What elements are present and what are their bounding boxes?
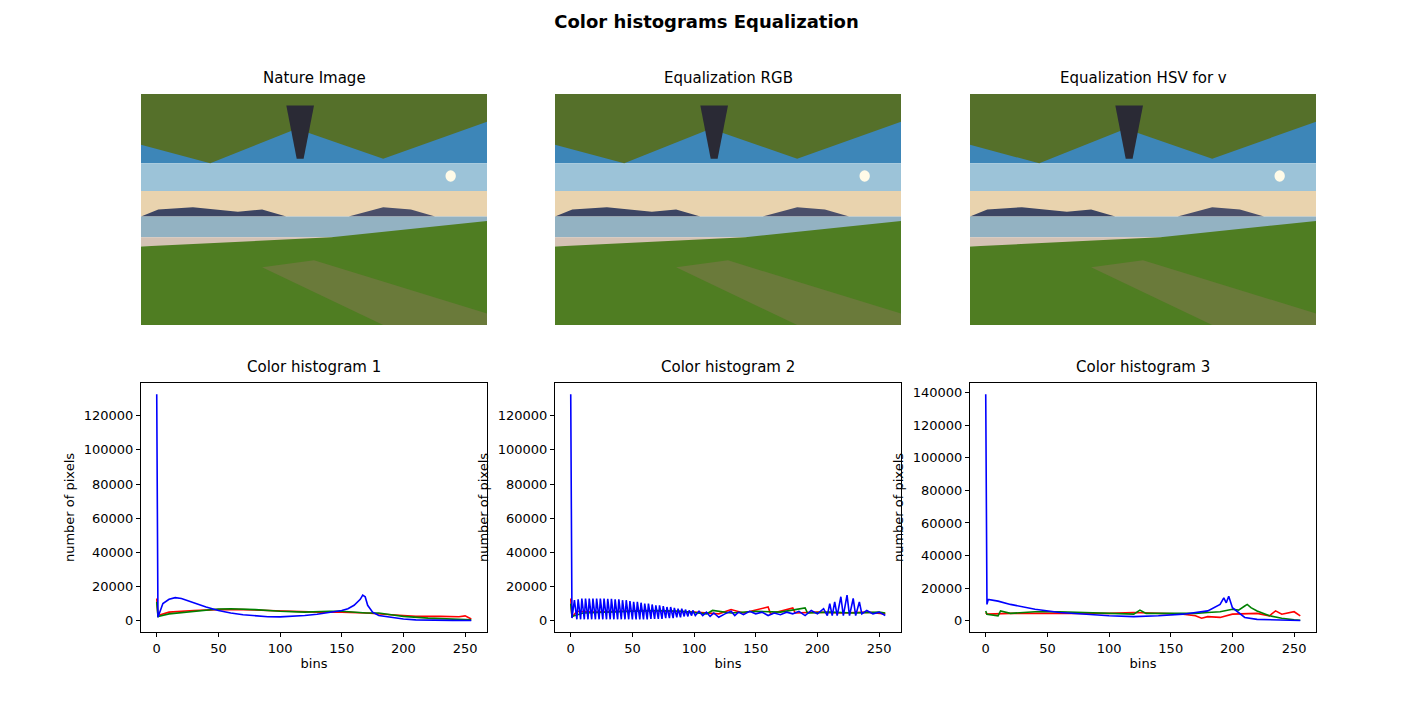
svg-text:80000: 80000 — [921, 483, 962, 498]
svg-text:20000: 20000 — [92, 579, 133, 594]
svg-text:120000: 120000 — [913, 418, 963, 433]
svg-text:150: 150 — [329, 641, 354, 656]
svg-text:140000: 140000 — [913, 385, 963, 400]
svg-text:60000: 60000 — [92, 511, 133, 526]
svg-text:150: 150 — [1158, 641, 1183, 656]
svg-text:120000: 120000 — [84, 408, 134, 423]
svg-text:Color histogram 1: Color histogram 1 — [247, 358, 381, 376]
svg-text:40000: 40000 — [921, 548, 962, 563]
svg-text:bins: bins — [301, 656, 328, 671]
svg-text:150: 150 — [743, 641, 768, 656]
svg-text:80000: 80000 — [92, 477, 133, 492]
svg-text:0: 0 — [982, 641, 990, 656]
svg-text:120000: 120000 — [498, 408, 548, 423]
svg-text:60000: 60000 — [921, 516, 962, 531]
svg-text:200: 200 — [805, 641, 830, 656]
svg-text:100: 100 — [268, 641, 293, 656]
svg-text:100: 100 — [1097, 641, 1122, 656]
svg-text:Equalization HSV for v: Equalization HSV for v — [1060, 69, 1227, 87]
svg-text:100000: 100000 — [913, 450, 963, 465]
svg-text:100000: 100000 — [498, 442, 548, 457]
svg-text:Color histograms Equalization: Color histograms Equalization — [554, 11, 859, 32]
svg-text:40000: 40000 — [92, 545, 133, 560]
svg-text:50: 50 — [624, 641, 641, 656]
svg-text:40000: 40000 — [506, 545, 547, 560]
svg-text:250: 250 — [453, 641, 478, 656]
svg-text:0: 0 — [125, 613, 133, 628]
svg-text:200: 200 — [1220, 641, 1245, 656]
svg-text:Nature Image: Nature Image — [263, 69, 366, 87]
svg-text:Color histogram 3: Color histogram 3 — [1076, 358, 1210, 376]
svg-text:250: 250 — [1282, 641, 1307, 656]
svg-text:0: 0 — [153, 641, 161, 656]
svg-text:50: 50 — [1039, 641, 1056, 656]
svg-text:number of pixels: number of pixels — [62, 453, 77, 562]
svg-text:number of pixels: number of pixels — [476, 453, 491, 562]
svg-text:0: 0 — [539, 613, 547, 628]
svg-text:bins: bins — [1130, 656, 1157, 671]
svg-text:100: 100 — [682, 641, 707, 656]
svg-text:200: 200 — [391, 641, 416, 656]
svg-text:20000: 20000 — [506, 579, 547, 594]
svg-text:250: 250 — [867, 641, 892, 656]
svg-text:20000: 20000 — [921, 581, 962, 596]
svg-text:50: 50 — [210, 641, 227, 656]
svg-text:60000: 60000 — [506, 511, 547, 526]
svg-text:number of pixels: number of pixels — [891, 453, 906, 562]
svg-text:80000: 80000 — [506, 477, 547, 492]
svg-text:0: 0 — [954, 613, 962, 628]
svg-text:Color histogram 2: Color histogram 2 — [661, 358, 795, 376]
svg-text:100000: 100000 — [84, 442, 134, 457]
svg-text:Equalization RGB: Equalization RGB — [664, 69, 793, 87]
svg-text:0: 0 — [567, 641, 575, 656]
svg-text:bins: bins — [715, 656, 742, 671]
